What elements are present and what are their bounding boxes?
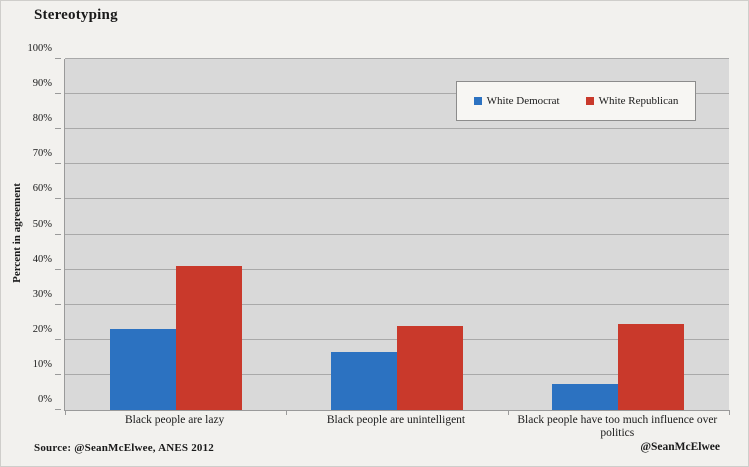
y-axis-tick <box>55 268 61 270</box>
legend-label: White Republican <box>598 95 679 107</box>
gridline <box>65 233 729 235</box>
y-axis-tick <box>55 163 61 165</box>
source-note: Source: @SeanMcElwee, ANES 2012 <box>34 442 214 454</box>
y-axis-tick <box>55 93 61 95</box>
y-tick-label: 90% <box>32 78 52 90</box>
category-label: Black people are unintelligent <box>326 414 466 426</box>
x-axis-labels: Black people are lazy Black people are un… <box>64 414 728 454</box>
legend-item: White Democrat <box>473 95 560 107</box>
y-tick-label: 80% <box>32 113 52 125</box>
legend-label: White Democrat <box>486 95 560 107</box>
y-tick-label: 30% <box>32 288 52 300</box>
x-axis-tick <box>729 410 730 415</box>
y-axis-tick <box>55 303 61 305</box>
chart-title: Stereotyping <box>34 7 118 23</box>
y-axis-tick <box>55 198 61 200</box>
bar-democrat <box>331 352 397 410</box>
y-tick-label: 50% <box>32 218 52 230</box>
bar-republican <box>175 266 242 410</box>
watermark: @SeanMcElwee <box>640 441 720 453</box>
bar-republican <box>618 324 685 410</box>
y-tick-label: 40% <box>32 253 52 265</box>
gridline <box>65 163 729 165</box>
bar-republican <box>397 325 463 410</box>
y-axis-tick <box>55 338 61 340</box>
gridline <box>65 128 729 130</box>
gridline <box>65 58 729 59</box>
bar-democrat <box>552 383 619 410</box>
legend-swatch-icon <box>473 97 482 105</box>
y-tick-label: 10% <box>32 358 52 370</box>
gridline <box>65 198 729 200</box>
category-label: Black people have too much influence ove… <box>517 414 718 439</box>
x-axis-tick <box>507 410 509 415</box>
bar-democrat <box>109 329 176 410</box>
y-tick-label: 0% <box>38 394 52 405</box>
y-axis-tick <box>55 409 61 410</box>
legend-swatch-icon <box>585 97 594 105</box>
y-axis-tick <box>55 233 61 235</box>
category-label: Black people are lazy <box>125 414 225 426</box>
y-axis-tick <box>55 128 61 130</box>
gridline <box>65 93 729 95</box>
gridline <box>65 303 729 305</box>
y-axis-tick <box>55 58 61 59</box>
y-tick-label: 100% <box>27 43 53 54</box>
gridline <box>65 268 729 270</box>
y-tick-label: 70% <box>32 148 52 160</box>
legend-item: White Republican <box>585 95 679 107</box>
x-axis-tick <box>286 410 288 415</box>
x-axis-tick <box>65 410 66 415</box>
y-tick-label: 20% <box>32 323 52 335</box>
y-tick-label: 60% <box>32 183 52 195</box>
y-axis-tick <box>55 373 61 375</box>
legend: White Democrat White Republican <box>456 81 696 121</box>
